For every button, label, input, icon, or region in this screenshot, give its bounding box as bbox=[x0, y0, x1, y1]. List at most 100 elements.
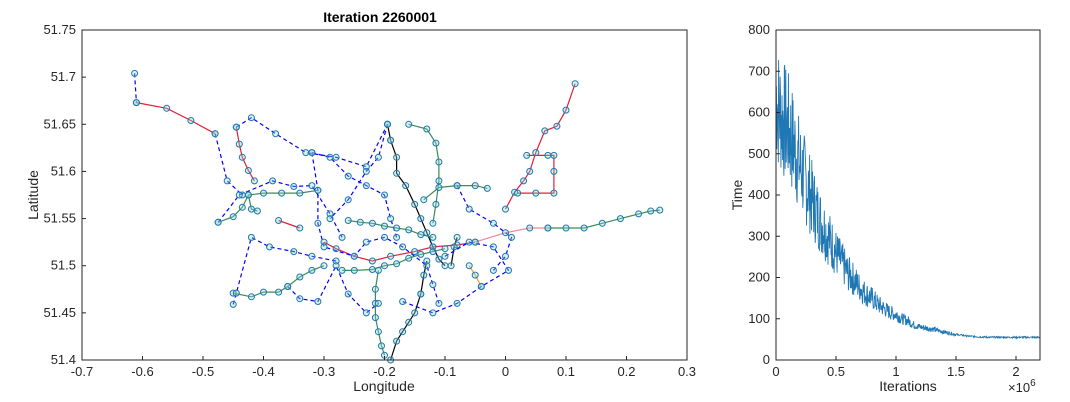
map-station-marker bbox=[411, 248, 419, 256]
map-station-marker bbox=[387, 252, 395, 260]
map-station-marker bbox=[429, 248, 437, 256]
map-line-black-south bbox=[390, 293, 422, 361]
map-station-marker bbox=[278, 189, 286, 197]
map-station-marker bbox=[453, 299, 461, 307]
map-x-tick-label: -0.2 bbox=[373, 364, 395, 379]
map-station-marker bbox=[441, 262, 449, 270]
map-y-axis-label: Latitude bbox=[25, 170, 41, 220]
map-station-marker bbox=[326, 153, 334, 161]
map-station-marker bbox=[502, 252, 509, 260]
map-station-marker bbox=[260, 189, 267, 197]
map-y-tick-label: 51.4 bbox=[51, 352, 76, 367]
map-station-marker bbox=[432, 139, 440, 147]
map-station-marker bbox=[232, 289, 240, 297]
map-station-marker bbox=[417, 250, 425, 258]
map-station-marker bbox=[508, 233, 515, 241]
map-station-marker bbox=[399, 298, 407, 305]
map-y-ticks: 51.4 51.45 51.5 51.55 51.6 51.65 51.7 51.75 bbox=[43, 22, 86, 367]
map-station-marker bbox=[405, 120, 413, 128]
map-station-marker bbox=[332, 245, 340, 253]
map-station-marker bbox=[368, 257, 376, 265]
map-x-tick-label: -0.5 bbox=[192, 364, 214, 379]
map-station-marker bbox=[393, 169, 401, 177]
map-station-marker bbox=[371, 285, 379, 293]
map-station-marker bbox=[562, 224, 570, 232]
map-station-marker bbox=[553, 122, 561, 130]
map-station-marker bbox=[374, 266, 382, 274]
map-station-marker bbox=[344, 217, 352, 224]
map-station-marker bbox=[423, 257, 431, 265]
map-station-marker bbox=[471, 238, 479, 246]
map-station-marker bbox=[362, 163, 370, 171]
map-station-marker bbox=[471, 271, 479, 279]
map-station-marker bbox=[489, 219, 497, 227]
map-station-marker bbox=[314, 186, 322, 194]
map-line-central-green-2 bbox=[342, 248, 446, 271]
map-station-marker bbox=[477, 283, 485, 290]
map-station-marker bbox=[544, 224, 552, 232]
map-line-south-west bbox=[233, 265, 325, 298]
map-station-marker bbox=[387, 215, 395, 223]
time-x-axis-label: Iterations bbox=[879, 378, 937, 394]
map-line-red-centre bbox=[323, 241, 476, 262]
map-station-marker bbox=[393, 337, 401, 345]
map-y-tick-label: 51.7 bbox=[51, 69, 76, 84]
map-station-marker bbox=[308, 182, 316, 190]
map-x-tick-label: 0.3 bbox=[678, 364, 696, 379]
map-station-marker bbox=[429, 281, 437, 289]
map-station-marker bbox=[211, 130, 219, 138]
map-station-marker bbox=[132, 99, 140, 107]
time-x-tick-label: 1.5 bbox=[947, 364, 965, 379]
map-station-marker bbox=[296, 189, 304, 197]
map-station-marker bbox=[163, 104, 171, 112]
time-y-tick-label: 100 bbox=[748, 311, 770, 326]
map-station-marker bbox=[235, 191, 243, 199]
map-station-marker bbox=[387, 136, 395, 144]
map-station-marker bbox=[447, 262, 455, 270]
map-station-marker bbox=[232, 123, 240, 131]
map-station-marker bbox=[229, 300, 237, 308]
map-station-marker bbox=[441, 245, 449, 253]
map-line-cross-dashed bbox=[329, 124, 389, 220]
map-station-marker bbox=[247, 114, 255, 122]
map-station-marker bbox=[368, 219, 376, 227]
map-station-marker bbox=[247, 205, 255, 213]
map-station-marker bbox=[505, 266, 512, 274]
map-station-marker bbox=[378, 342, 385, 350]
map-station-marker bbox=[405, 254, 413, 262]
time-y-tick-label: 300 bbox=[748, 228, 770, 243]
map-station-marker bbox=[284, 283, 292, 290]
map-station-marker bbox=[238, 203, 246, 211]
map-station-marker bbox=[435, 158, 443, 166]
map-station-marker bbox=[423, 125, 431, 133]
map-station-marker bbox=[417, 215, 425, 223]
map-station-marker bbox=[411, 200, 419, 208]
map-station-marker bbox=[308, 252, 316, 260]
map-station-marker bbox=[266, 243, 273, 251]
map-station-marker bbox=[332, 153, 340, 161]
time-x-exponent-power: 6 bbox=[1030, 378, 1036, 389]
map-line-north-loop-dash bbox=[235, 116, 389, 168]
time-x-ticks: 0 0.5 1 1.5 2 bbox=[772, 356, 1020, 379]
map-y-tick-label: 51.55 bbox=[43, 211, 76, 226]
map-station-marker bbox=[393, 260, 401, 268]
map-station-marker bbox=[393, 153, 401, 161]
map-chart-title: Iteration 2260001 bbox=[323, 9, 437, 25]
map-station-marker bbox=[247, 293, 255, 301]
map-station-marker bbox=[405, 226, 413, 234]
map-station-marker bbox=[344, 196, 352, 204]
time-y-tick-label: 400 bbox=[748, 187, 770, 202]
map-station-marker bbox=[435, 255, 443, 263]
map-x-axis-label: Longitude bbox=[353, 378, 415, 394]
time-axes-frame bbox=[775, 29, 1041, 361]
map-station-marker bbox=[550, 167, 558, 175]
map-station-marker bbox=[571, 80, 579, 88]
map-station-marker bbox=[526, 167, 534, 175]
map-line-south-dashed bbox=[287, 264, 379, 314]
map-line-northeast-red-2 bbox=[517, 154, 555, 194]
map-y-tick-label: 51.5 bbox=[51, 258, 76, 273]
map-line-east-pink bbox=[475, 227, 548, 243]
map-station-marker bbox=[429, 243, 437, 251]
time-x-tick-label: 2 bbox=[1012, 364, 1019, 379]
map-station-marker bbox=[429, 309, 437, 317]
